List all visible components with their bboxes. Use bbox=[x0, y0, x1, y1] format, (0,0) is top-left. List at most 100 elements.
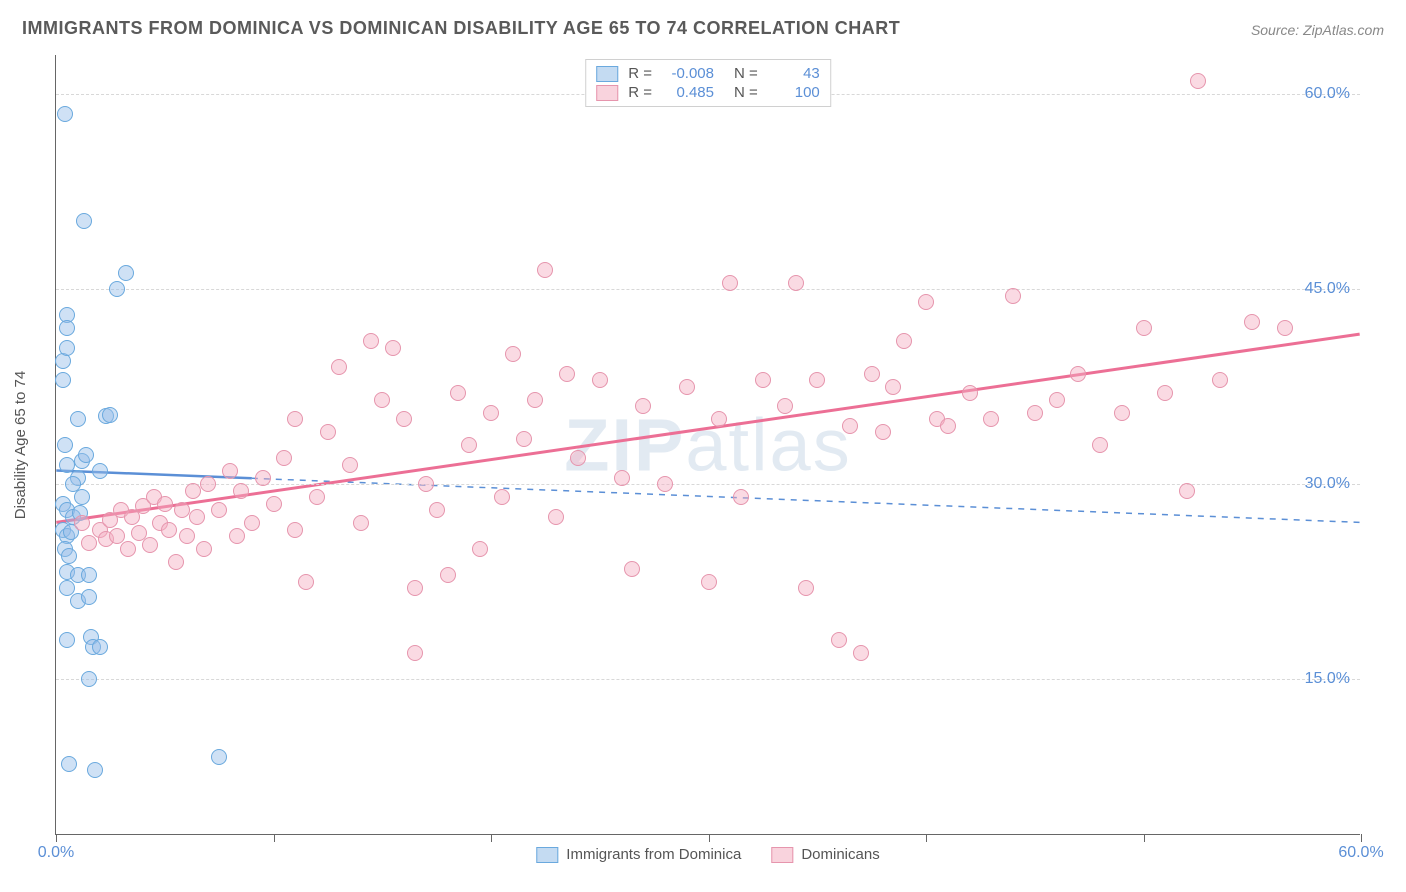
scatter-point bbox=[179, 528, 195, 544]
scatter-point bbox=[548, 509, 564, 525]
scatter-point bbox=[1114, 405, 1130, 421]
scatter-point bbox=[74, 515, 90, 531]
scatter-point bbox=[211, 749, 227, 765]
x-tick-label: 0.0% bbox=[38, 844, 74, 862]
scatter-point bbox=[483, 405, 499, 421]
scatter-point bbox=[255, 470, 271, 486]
swatch-icon bbox=[771, 847, 793, 863]
scatter-point bbox=[1070, 366, 1086, 382]
y-tick-label: 45.0% bbox=[1305, 280, 1350, 298]
scatter-point bbox=[81, 535, 97, 551]
scatter-point bbox=[875, 424, 891, 440]
scatter-point bbox=[196, 541, 212, 557]
scatter-point bbox=[157, 496, 173, 512]
legend-label: Dominicans bbox=[801, 846, 879, 863]
scatter-point bbox=[211, 502, 227, 518]
x-tick-mark bbox=[274, 834, 275, 842]
scatter-point bbox=[885, 379, 901, 395]
scatter-point bbox=[78, 447, 94, 463]
scatter-point bbox=[722, 275, 738, 291]
y-tick-label: 60.0% bbox=[1305, 85, 1350, 103]
scatter-point bbox=[92, 639, 108, 655]
scatter-point bbox=[76, 213, 92, 229]
swatch-icon bbox=[536, 847, 558, 863]
scatter-point bbox=[92, 463, 108, 479]
scatter-point bbox=[276, 450, 292, 466]
legend-series: Immigrants from Dominica Dominicans bbox=[536, 846, 879, 863]
scatter-point bbox=[244, 515, 260, 531]
stat-label: R = bbox=[628, 84, 652, 101]
scatter-point bbox=[1157, 385, 1173, 401]
scatter-point bbox=[74, 489, 90, 505]
scatter-point bbox=[461, 437, 477, 453]
scatter-point bbox=[57, 437, 73, 453]
plot-area: ZIPatlas R = -0.008 N = 43 R = 0.485 N =… bbox=[55, 55, 1360, 835]
scatter-point bbox=[1179, 483, 1195, 499]
scatter-point bbox=[701, 574, 717, 590]
scatter-point bbox=[418, 476, 434, 492]
scatter-point bbox=[1005, 288, 1021, 304]
stat-label: R = bbox=[628, 65, 652, 82]
scatter-point bbox=[59, 320, 75, 336]
gridline bbox=[56, 484, 1360, 485]
scatter-point bbox=[287, 411, 303, 427]
stat-label: N = bbox=[734, 84, 758, 101]
scatter-point bbox=[109, 281, 125, 297]
scatter-point bbox=[657, 476, 673, 492]
scatter-point bbox=[429, 502, 445, 518]
scatter-point bbox=[1092, 437, 1108, 453]
legend-stats-row: R = 0.485 N = 100 bbox=[596, 83, 820, 102]
scatter-point bbox=[1027, 405, 1043, 421]
scatter-point bbox=[1190, 73, 1206, 89]
scatter-point bbox=[527, 392, 543, 408]
scatter-point bbox=[174, 502, 190, 518]
scatter-point bbox=[81, 671, 97, 687]
scatter-point bbox=[331, 359, 347, 375]
x-tick-mark bbox=[926, 834, 927, 842]
scatter-point bbox=[81, 567, 97, 583]
scatter-point bbox=[559, 366, 575, 382]
scatter-point bbox=[233, 483, 249, 499]
scatter-point bbox=[407, 580, 423, 596]
scatter-point bbox=[1244, 314, 1260, 330]
stat-label: N = bbox=[734, 65, 758, 82]
scatter-point bbox=[81, 589, 97, 605]
scatter-point bbox=[516, 431, 532, 447]
scatter-point bbox=[61, 548, 77, 564]
scatter-point bbox=[287, 522, 303, 538]
scatter-point bbox=[102, 407, 118, 423]
gridline bbox=[56, 679, 1360, 680]
scatter-point bbox=[809, 372, 825, 388]
scatter-point bbox=[755, 372, 771, 388]
x-tick-mark bbox=[709, 834, 710, 842]
legend-item: Immigrants from Dominica bbox=[536, 846, 741, 863]
scatter-point bbox=[120, 541, 136, 557]
y-tick-label: 15.0% bbox=[1305, 670, 1350, 688]
scatter-point bbox=[59, 340, 75, 356]
scatter-point bbox=[200, 476, 216, 492]
scatter-point bbox=[59, 632, 75, 648]
scatter-point bbox=[450, 385, 466, 401]
x-tick-mark bbox=[491, 834, 492, 842]
scatter-point bbox=[55, 372, 71, 388]
stat-value: 100 bbox=[766, 84, 820, 101]
scatter-point bbox=[798, 580, 814, 596]
scatter-point bbox=[831, 632, 847, 648]
x-tick-label: 60.0% bbox=[1338, 844, 1383, 862]
scatter-point bbox=[70, 411, 86, 427]
scatter-point bbox=[592, 372, 608, 388]
scatter-point bbox=[788, 275, 804, 291]
scatter-point bbox=[440, 567, 456, 583]
scatter-point bbox=[494, 489, 510, 505]
swatch-icon bbox=[596, 85, 618, 101]
y-axis-title: Disability Age 65 to 74 bbox=[12, 371, 29, 519]
scatter-point bbox=[472, 541, 488, 557]
gridline bbox=[56, 289, 1360, 290]
scatter-point bbox=[777, 398, 793, 414]
scatter-point bbox=[1277, 320, 1293, 336]
scatter-point bbox=[87, 762, 103, 778]
x-tick-mark bbox=[1144, 834, 1145, 842]
scatter-point bbox=[189, 509, 205, 525]
scatter-point bbox=[57, 106, 73, 122]
scatter-point bbox=[353, 515, 369, 531]
